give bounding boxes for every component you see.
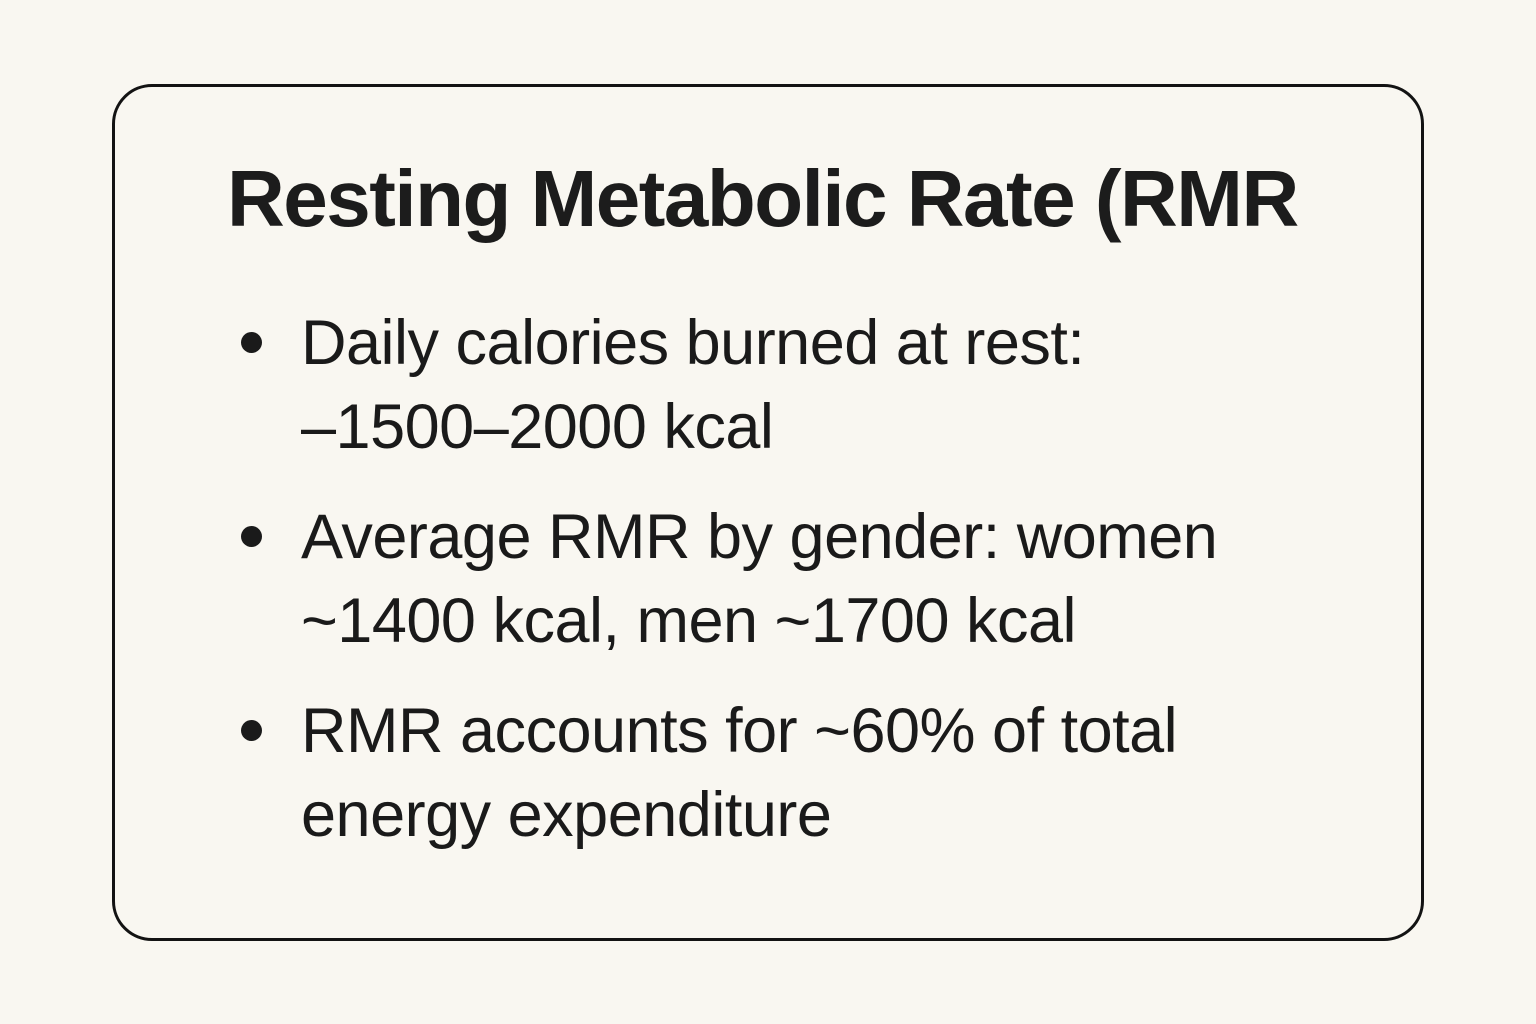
- bullet-item-average-rmr: Average RMR by gender: women ~1400 kcal,…: [227, 495, 1421, 663]
- bullet-item-rmr-share: RMR accounts for ~60% of total energy ex…: [227, 689, 1421, 857]
- bullet-list: Daily calories burned at rest: –1500–200…: [227, 301, 1421, 857]
- bullet-text: RMR accounts for ~60% of total energy ex…: [301, 696, 1178, 850]
- bullet-text: Average RMR by gender: women ~1400 kcal,…: [301, 502, 1218, 656]
- bullet-text: Daily calories burned at rest: –1500–200…: [301, 308, 1085, 462]
- card-title: Resting Metabolic Rate (RMR: [227, 154, 1299, 243]
- bullet-dot-icon: [241, 720, 262, 741]
- rmr-info-card: Resting Metabolic Rate (RMR Daily calori…: [112, 84, 1424, 941]
- bullet-dot-icon: [241, 332, 262, 353]
- bullet-dot-icon: [241, 526, 262, 547]
- bullet-item-daily-calories: Daily calories burned at rest: –1500–200…: [227, 301, 1421, 469]
